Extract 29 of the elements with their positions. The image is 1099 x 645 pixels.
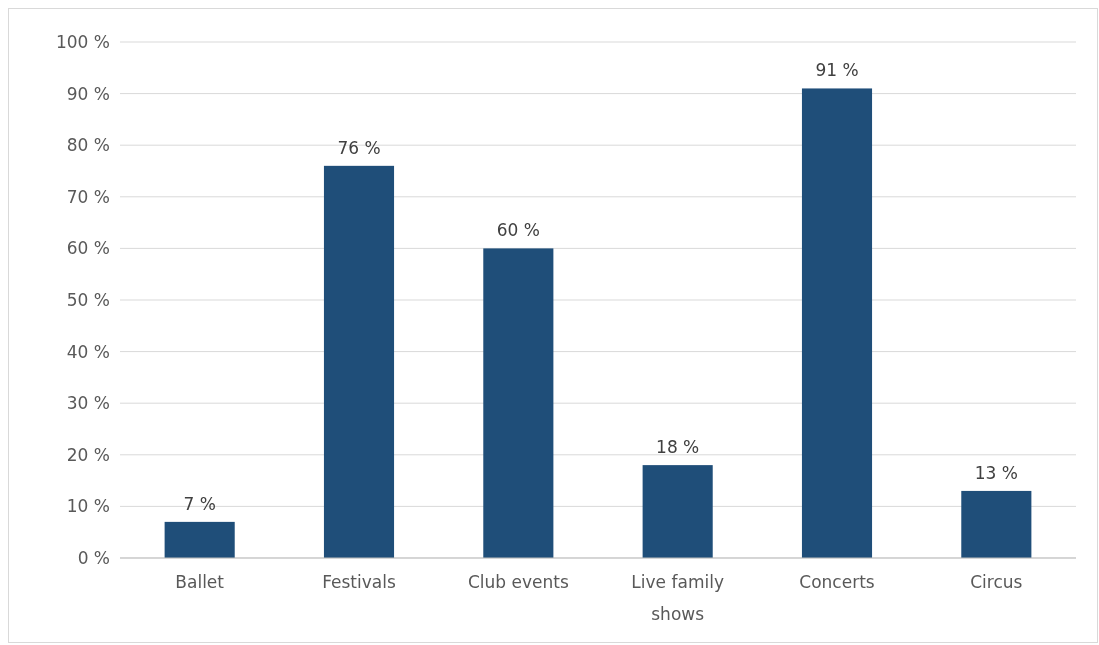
data-label: 60 % [496,220,540,241]
y-tick-label: 80 % [66,135,110,156]
y-tick-label: 20 % [66,444,110,465]
y-tick-label: 60 % [66,238,110,259]
y-tick-label: 50 % [66,289,110,310]
bar [483,248,554,558]
y-tick-label: 0 % [77,547,110,568]
y-tick-label: 40 % [66,341,110,362]
bar [642,465,713,558]
x-tick-label: Circus [970,572,1023,592]
bar [164,521,235,558]
x-tick-label: Concerts [799,572,875,592]
y-tick-label: 10 % [66,496,110,517]
y-tick-label: 90 % [66,83,110,104]
bar [323,165,395,558]
x-tick-label: Live family shows [631,572,724,625]
bar [961,490,1032,558]
y-tick-label: 100 % [55,31,110,52]
x-tick-label: Festivals [322,572,396,592]
x-tick-label: Ballet [175,572,225,592]
data-label: 7 % [183,493,216,514]
data-label: 18 % [656,437,700,458]
y-tick-label: 30 % [66,393,110,414]
data-label: 91 % [815,60,859,81]
data-label: 76 % [337,137,381,158]
x-tick-label: Club events [467,572,569,592]
data-label: 13 % [974,462,1018,483]
bar [801,88,873,558]
y-tick-label: 70 % [66,186,110,207]
